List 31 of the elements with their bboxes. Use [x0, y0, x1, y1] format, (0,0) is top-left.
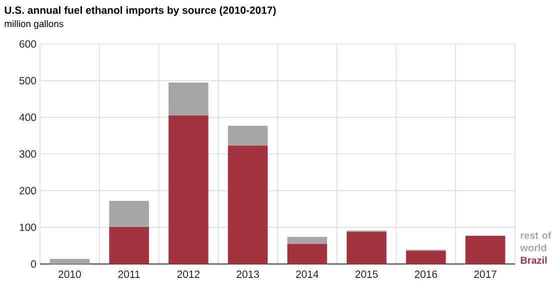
x-tick-label: 2017: [474, 270, 496, 278]
bar: [287, 236, 328, 244]
x-tick-label: 2013: [236, 270, 259, 278]
bar: [109, 226, 149, 264]
x-tick-label: 2012: [177, 270, 200, 278]
x-tick-label: 2010: [58, 270, 81, 278]
y-tick-label: 100: [20, 224, 36, 232]
y-tick-label: 200: [20, 186, 36, 194]
bar: [168, 116, 208, 264]
y-tick-label: 400: [19, 114, 36, 122]
bar: [406, 250, 446, 264]
x-tick-label: 2011: [118, 270, 140, 278]
bar: [287, 244, 328, 264]
chart-subtitle: million gallons: [4, 20, 64, 30]
bar: [346, 232, 386, 264]
x-tick-label: 2015: [355, 270, 378, 278]
y-tick-label: 0: [31, 260, 36, 268]
bar: [168, 82, 208, 116]
bar: [50, 258, 90, 264]
bar: [228, 146, 268, 264]
x-tick-label: 2014: [296, 270, 319, 278]
bar: [109, 200, 149, 227]
y-tick-label: 500: [19, 76, 36, 84]
x-tick-label: 2016: [414, 270, 438, 278]
series-label: Brazil: [520, 256, 547, 264]
y-tick-label: 300: [19, 150, 36, 158]
text: rest of world: [520, 232, 552, 252]
bar: [465, 236, 506, 264]
bar: [228, 126, 268, 146]
y-tick-label: 600: [20, 40, 36, 48]
chart-title: U.S. annual fuel ethanol imports by source (2010-2017): [4, 6, 276, 16]
